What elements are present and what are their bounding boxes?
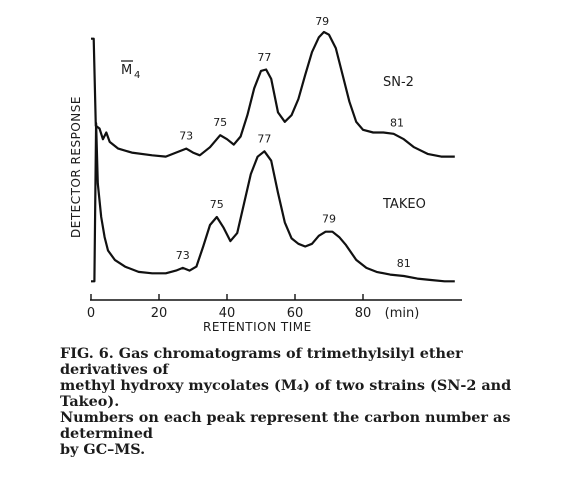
y-axis-label: DETECTOR RESPONSE [69,96,83,238]
traces [91,30,455,283]
peak-label-sn2: 77 [257,51,271,64]
trace-takeo [91,122,455,283]
figure-caption: FIG. 6. Gas chromatograms of trimethylsi… [60,346,550,458]
caption-line: Numbers on each peak represent the carbo… [60,409,511,442]
series-label-takeo: TAKEO [382,197,426,212]
peak-label-sn2: 75 [213,116,227,129]
caption-line: FIG. 6. Gas chromatograms of trimethylsi… [60,345,463,378]
peak-labels: 73 75 77 79 81 73 75 77 79 81 [176,15,411,270]
panel-label: M 4 [121,60,140,81]
peak-label-takeo: 77 [257,132,271,145]
panel-label-main: M [121,63,132,78]
peak-label-takeo: 75 [210,198,224,211]
caption-line: by GC–MS. [60,441,146,458]
peak-label-sn2: 81 [390,117,404,130]
x-tick-label: 60 [287,306,304,321]
panel-label-subscript: 4 [134,70,140,81]
x-axis-ticks: 0 20 40 60 80 [87,294,371,321]
peak-label-sn2: 79 [315,15,329,28]
x-tick-label: 20 [151,306,168,321]
x-axis-label: RETENTION TIME [203,320,312,334]
trace-sn2 [91,30,455,158]
peak-label-sn2: 73 [179,130,193,143]
x-tick-label: 40 [219,306,236,321]
x-tick-label: 0 [87,306,95,321]
x-tick-label: 80 [355,306,372,321]
caption-line: methyl hydroxy mycolates (M₄) of two str… [60,377,512,410]
peak-label-takeo: 81 [397,257,411,270]
peak-label-takeo: 73 [176,249,190,262]
series-label-sn2: SN-2 [383,75,414,90]
x-axis-unit: (min) [385,306,420,321]
peak-label-takeo: 79 [322,213,336,226]
